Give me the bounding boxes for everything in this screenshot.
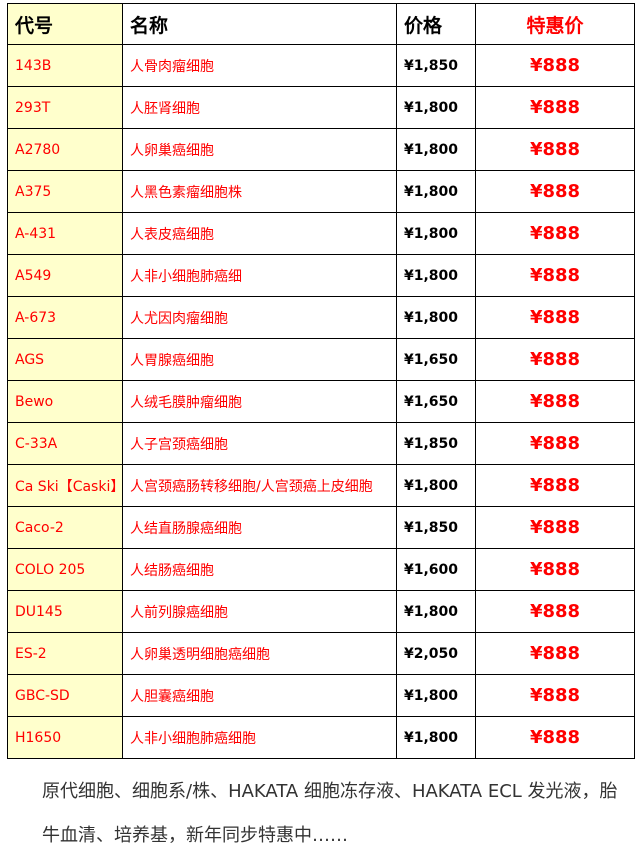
cell-price: ¥1,850 [396, 422, 476, 465]
table-row: 143B 人骨肉瘤细胞 ¥1,850 ¥888 [7, 44, 635, 87]
cell-special-price: ¥888 [475, 674, 635, 717]
cell-price: ¥1,800 [396, 128, 476, 171]
table-row: A549 人非小细胞肺癌细 ¥1,800 ¥888 [7, 254, 635, 297]
cell-name: 人宫颈癌肠转移细胞/人宫颈癌上皮细胞 [122, 464, 397, 507]
table-row: DU145 人前列腺癌细胞 ¥1,800 ¥888 [7, 590, 635, 633]
table-row: AGS 人胃腺癌细胞 ¥1,650 ¥888 [7, 338, 635, 381]
cell-price: ¥1,800 [396, 254, 476, 297]
cell-price: ¥1,800 [396, 86, 476, 129]
promo-note: 原代细胞、细胞系/株、HAKATA 细胞冻存液、HAKATA ECL 发光液，胎… [42, 781, 618, 846]
cell-name: 人绒毛膜肿瘤细胞 [122, 380, 397, 423]
cell-code: AGS [7, 338, 123, 381]
cell-name: 人表皮癌细胞 [122, 212, 397, 255]
cell-name: 人前列腺癌细胞 [122, 590, 397, 633]
cell-name: 人胆囊癌细胞 [122, 674, 397, 717]
cell-code: Ca Ski【Caski】 [7, 464, 123, 507]
cell-price: ¥1,850 [396, 44, 476, 87]
cell-code: A549 [7, 254, 123, 297]
cell-code: A-673 [7, 296, 123, 339]
cell-code: A2780 [7, 128, 123, 171]
cell-name: 人胚肾细胞 [122, 86, 397, 129]
table-row: COLO 205 人结肠癌细胞 ¥1,600 ¥888 [7, 548, 635, 591]
cell-name: 人尤因肉瘤细胞 [122, 296, 397, 339]
cell-name: 人结直肠腺癌细胞 [122, 506, 397, 549]
cell-name: 人卵巢透明细胞癌细胞 [122, 632, 397, 675]
cell-special-price: ¥888 [475, 422, 635, 465]
cell-code: A-431 [7, 212, 123, 255]
cell-special-price: ¥888 [475, 254, 635, 297]
header-code: 代号 [7, 3, 123, 45]
cell-code: 293T [7, 86, 123, 129]
cell-price: ¥1,800 [396, 674, 476, 717]
cell-name: 人骨肉瘤细胞 [122, 44, 397, 87]
cell-code: DU145 [7, 590, 123, 633]
cell-special-price: ¥888 [475, 128, 635, 171]
header-name: 名称 [122, 3, 397, 45]
table-row: H1650 人非小细胞肺癌细胞 ¥1,800 ¥888 [7, 716, 635, 759]
header-special-price: 特惠价 [475, 3, 635, 45]
table-row: Bewo 人绒毛膜肿瘤细胞 ¥1,650 ¥888 [7, 380, 635, 423]
cell-price: ¥1,650 [396, 380, 476, 423]
cell-name: 人非小细胞肺癌细胞 [122, 716, 397, 759]
table-row: A2780 人卵巢癌细胞 ¥1,800 ¥888 [7, 128, 635, 171]
cell-code: C-33A [7, 422, 123, 465]
table-row: GBC-SD 人胆囊癌细胞 ¥1,800 ¥888 [7, 674, 635, 717]
cell-price: ¥1,600 [396, 548, 476, 591]
cell-price: ¥1,800 [396, 464, 476, 507]
cell-name: 人卵巢癌细胞 [122, 128, 397, 171]
cell-special-price: ¥888 [475, 170, 635, 213]
cell-price: ¥1,800 [396, 590, 476, 633]
cell-special-price: ¥888 [475, 548, 635, 591]
cell-price: ¥1,850 [396, 506, 476, 549]
cell-code: H1650 [7, 716, 123, 759]
cell-special-price: ¥888 [475, 464, 635, 507]
price-table: 代号 名称 价格 特惠价 143B 人骨肉瘤细胞 ¥1,850 ¥888 293T 人胚肾… [7, 3, 635, 759]
cell-special-price: ¥888 [475, 86, 635, 129]
cell-price: ¥1,800 [396, 296, 476, 339]
cell-special-price: ¥888 [475, 212, 635, 255]
table-header: 代号 名称 价格 特惠价 [7, 3, 635, 45]
cell-price: ¥2,050 [396, 632, 476, 675]
table-row: 293T 人胚肾细胞 ¥1,800 ¥888 [7, 86, 635, 129]
cell-special-price: ¥888 [475, 632, 635, 675]
cell-price: ¥1,800 [396, 212, 476, 255]
cell-special-price: ¥888 [475, 338, 635, 381]
cell-name: 人结肠癌细胞 [122, 548, 397, 591]
cell-code: GBC-SD [7, 674, 123, 717]
cell-code: Bewo [7, 380, 123, 423]
cell-special-price: ¥888 [475, 380, 635, 423]
header-price: 价格 [396, 3, 476, 45]
cell-code: ES-2 [7, 632, 123, 675]
cell-price: ¥1,800 [396, 716, 476, 759]
table-row: ES-2 人卵巢透明细胞癌细胞 ¥2,050 ¥888 [7, 632, 635, 675]
cell-special-price: ¥888 [475, 716, 635, 759]
cell-price: ¥1,800 [396, 170, 476, 213]
table-row: A375 人黑色素瘤细胞株 ¥1,800 ¥888 [7, 170, 635, 213]
cell-special-price: ¥888 [475, 44, 635, 87]
table-row: Caco-2 人结直肠腺癌细胞 ¥1,850 ¥888 [7, 506, 635, 549]
table-row: A-431 人表皮癌细胞 ¥1,800 ¥888 [7, 212, 635, 255]
table-row: C-33A 人子宫颈癌细胞 ¥1,850 ¥888 [7, 422, 635, 465]
cell-special-price: ¥888 [475, 296, 635, 339]
cell-code: 143B [7, 44, 123, 87]
cell-code: A375 [7, 170, 123, 213]
cell-price: ¥1,650 [396, 338, 476, 381]
cell-name: 人非小细胞肺癌细 [122, 254, 397, 297]
cell-special-price: ¥888 [475, 590, 635, 633]
table-row: Ca Ski【Caski】 人宫颈癌肠转移细胞/人宫颈癌上皮细胞 ¥1,800 ¥88… [7, 464, 635, 507]
cell-name: 人子宫颈癌细胞 [122, 422, 397, 465]
cell-special-price: ¥888 [475, 506, 635, 549]
cell-name: 人黑色素瘤细胞株 [122, 170, 397, 213]
cell-code: Caco-2 [7, 506, 123, 549]
cell-name: 人胃腺癌细胞 [122, 338, 397, 381]
cell-code: COLO 205 [7, 548, 123, 591]
table-row: A-673 人尤因肉瘤细胞 ¥1,800 ¥888 [7, 296, 635, 339]
